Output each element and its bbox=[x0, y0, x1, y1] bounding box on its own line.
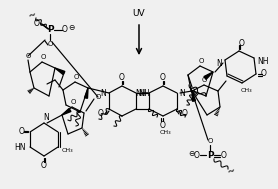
Text: O: O bbox=[19, 128, 25, 136]
Text: N: N bbox=[43, 114, 49, 122]
Text: O: O bbox=[119, 74, 125, 83]
Text: NH: NH bbox=[138, 88, 150, 98]
Text: CH₃: CH₃ bbox=[159, 129, 171, 135]
Text: O: O bbox=[261, 70, 267, 78]
Text: O: O bbox=[41, 160, 47, 170]
Polygon shape bbox=[85, 88, 88, 98]
Polygon shape bbox=[62, 108, 71, 115]
Text: O: O bbox=[62, 26, 68, 35]
Text: O: O bbox=[95, 94, 101, 100]
Text: O: O bbox=[198, 58, 204, 64]
Text: O: O bbox=[70, 99, 76, 105]
Text: ~: ~ bbox=[28, 10, 39, 22]
Text: O: O bbox=[47, 41, 53, 47]
Text: ⊖: ⊖ bbox=[68, 23, 74, 33]
Text: N: N bbox=[179, 88, 185, 98]
Text: O: O bbox=[189, 88, 195, 94]
Text: O: O bbox=[34, 19, 40, 28]
Polygon shape bbox=[204, 72, 213, 79]
Text: P: P bbox=[47, 26, 53, 35]
Text: O: O bbox=[25, 53, 31, 59]
Text: CH₃: CH₃ bbox=[240, 88, 252, 94]
Text: O: O bbox=[98, 108, 104, 118]
Text: O: O bbox=[207, 138, 213, 144]
Text: ⊖: ⊖ bbox=[188, 149, 194, 157]
Text: UV: UV bbox=[133, 9, 145, 18]
Text: HN: HN bbox=[14, 143, 26, 152]
Text: P: P bbox=[207, 150, 213, 160]
Text: CH₃: CH₃ bbox=[61, 147, 73, 153]
Text: O: O bbox=[221, 150, 227, 160]
Text: NH: NH bbox=[135, 88, 147, 98]
Text: O: O bbox=[201, 77, 207, 83]
Text: O: O bbox=[73, 74, 79, 80]
Text: O: O bbox=[160, 121, 166, 129]
Text: N: N bbox=[100, 88, 106, 98]
Text: O: O bbox=[160, 74, 166, 83]
Polygon shape bbox=[55, 68, 65, 74]
Text: O: O bbox=[194, 150, 200, 160]
Text: NH: NH bbox=[257, 57, 269, 66]
Text: O: O bbox=[40, 54, 46, 60]
Text: ~: ~ bbox=[227, 166, 237, 178]
Text: N: N bbox=[216, 59, 222, 67]
Text: O: O bbox=[239, 39, 245, 47]
Text: O: O bbox=[182, 108, 188, 118]
Polygon shape bbox=[192, 91, 195, 101]
